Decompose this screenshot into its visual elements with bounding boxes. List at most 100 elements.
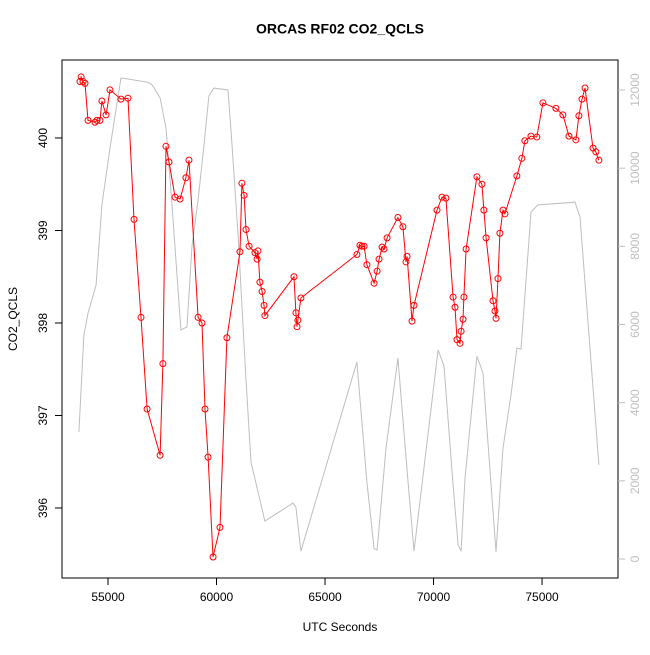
point: [130, 215, 138, 223]
point: [399, 223, 407, 231]
plot-box: [61, 59, 619, 579]
point: [117, 95, 125, 103]
point: [575, 112, 583, 120]
point: [353, 251, 361, 259]
x-tick-label: 75000: [525, 590, 559, 604]
point: [143, 405, 151, 413]
series-line: [79, 75, 600, 558]
point: [102, 111, 110, 119]
point: [124, 94, 132, 102]
y-axis-label: CO2_QCLS: [6, 287, 20, 351]
point: [491, 307, 499, 315]
point: [159, 360, 167, 368]
point: [581, 84, 589, 92]
point: [473, 173, 481, 181]
point: [96, 116, 104, 124]
point: [176, 195, 184, 203]
point: [290, 273, 298, 281]
point: [572, 136, 580, 144]
point: [496, 229, 504, 237]
point: [294, 316, 302, 324]
x-tick-label: 55000: [91, 590, 125, 604]
point: [559, 111, 567, 119]
point: [93, 116, 101, 124]
point: [433, 206, 441, 214]
point: [449, 293, 457, 301]
point: [204, 453, 212, 461]
point: [592, 148, 600, 156]
point: [539, 99, 547, 107]
point: [438, 193, 446, 201]
point: [482, 234, 490, 242]
point: [209, 553, 217, 561]
point: [403, 252, 411, 260]
point: [77, 73, 85, 81]
point: [258, 288, 266, 296]
point: [394, 214, 402, 222]
point: [513, 172, 521, 180]
point: [480, 206, 488, 214]
point: [185, 156, 193, 164]
point: [137, 313, 145, 321]
point: [201, 405, 209, 413]
x-tick-label: 70000: [417, 590, 451, 604]
point: [84, 116, 92, 124]
point: [260, 301, 268, 309]
point: [494, 275, 502, 283]
point: [370, 279, 378, 287]
point: [533, 133, 541, 141]
point: [521, 137, 529, 145]
point: [238, 179, 246, 187]
point: [499, 206, 507, 214]
point: [297, 294, 305, 302]
point: [552, 104, 560, 112]
y2-tick-label: 10000: [628, 151, 642, 185]
point: [375, 255, 383, 263]
point: [194, 313, 202, 321]
point: [293, 323, 301, 331]
point: [518, 154, 526, 162]
point: [360, 242, 368, 250]
point: [240, 191, 248, 199]
y2-tick-label: 12000: [628, 73, 642, 107]
point: [380, 245, 388, 253]
point: [156, 451, 164, 459]
point: [373, 267, 381, 275]
point: [162, 142, 170, 150]
point: [457, 327, 465, 335]
y2-tick-label: 4000: [628, 389, 642, 416]
y-tick-label: 400: [36, 128, 50, 148]
y-tick-label: 396: [36, 498, 50, 518]
point: [261, 312, 269, 320]
point: [462, 245, 470, 253]
point: [292, 309, 300, 317]
point: [253, 255, 261, 263]
point: [459, 315, 467, 323]
point: [410, 301, 418, 309]
point: [565, 132, 573, 140]
point: [236, 248, 244, 256]
y2-tick-label: 8000: [628, 233, 642, 260]
point: [182, 174, 190, 182]
point: [198, 319, 206, 327]
point: [501, 210, 509, 218]
y2-tick-label: 6000: [628, 311, 642, 338]
point: [478, 180, 486, 188]
chart-title: ORCAS RF02 CO2_QCLS: [256, 21, 424, 37]
x-tick-label: 65000: [308, 590, 342, 604]
series-line: [78, 77, 600, 553]
y-tick-label: 398: [36, 313, 50, 333]
point: [460, 293, 468, 301]
y-tick-label: 397: [36, 405, 50, 425]
point: [456, 339, 464, 347]
point: [98, 97, 106, 105]
point: [216, 523, 224, 531]
point: [492, 314, 500, 322]
x-tick-label: 60000: [200, 590, 234, 604]
point: [363, 261, 371, 269]
point: [79, 78, 87, 86]
point: [245, 242, 253, 250]
point: [408, 317, 416, 325]
point: [254, 247, 262, 255]
point: [442, 194, 450, 202]
